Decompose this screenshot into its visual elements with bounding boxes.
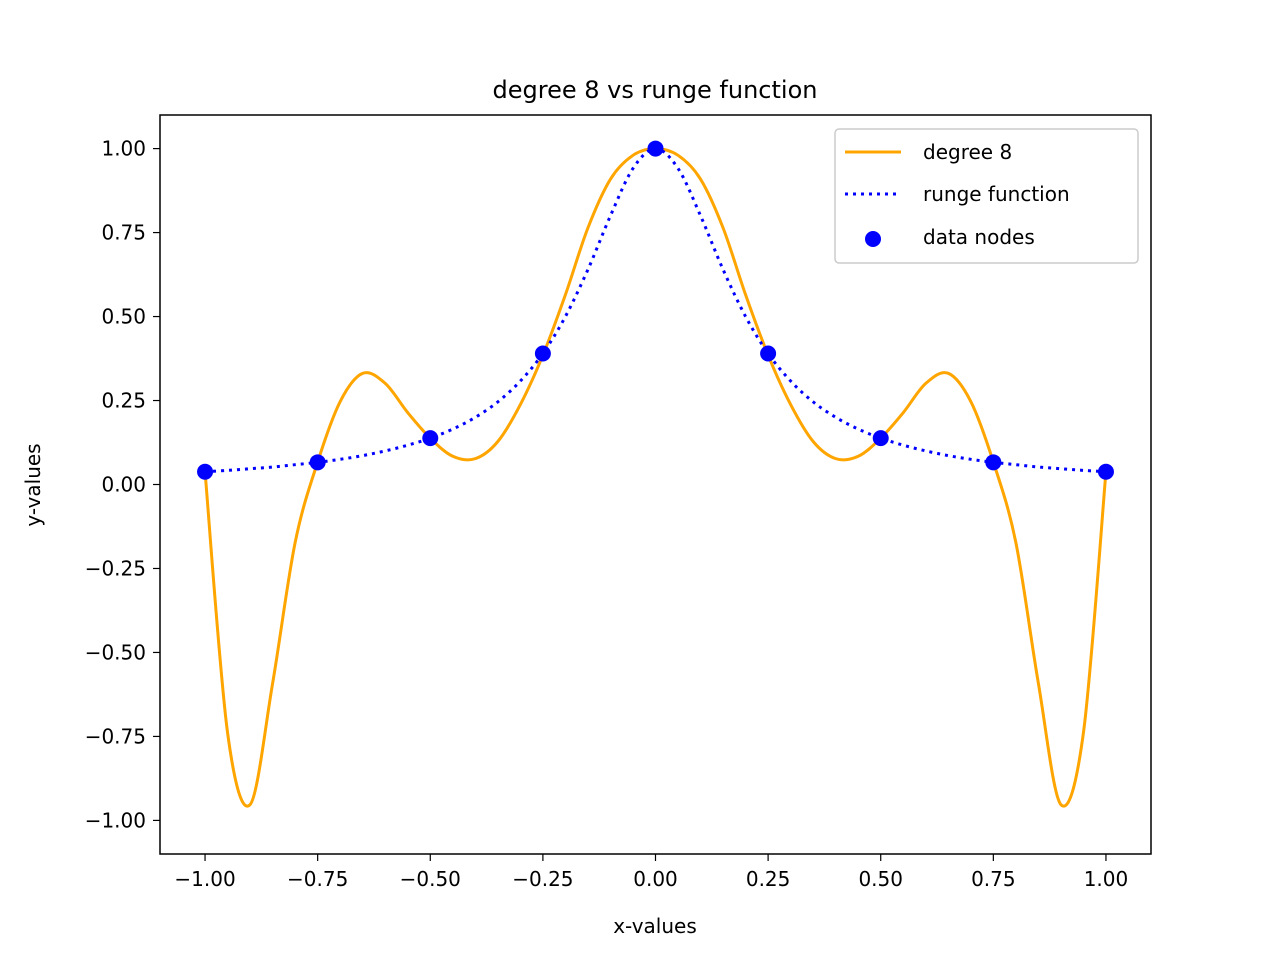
x-tick-label: −0.25 (512, 867, 573, 891)
data-node-point (422, 430, 439, 447)
data-node-point (309, 454, 326, 471)
x-tick-label: 1.00 (1084, 867, 1129, 891)
y-tick-label: 0.50 (101, 305, 146, 329)
y-tick-label: −0.50 (85, 640, 146, 664)
y-axis-label: y-values (21, 443, 45, 526)
y-tick-label: 0.00 (101, 473, 146, 497)
data-node-point (534, 345, 551, 362)
legend-label-3: data nodes (923, 225, 1035, 249)
data-node-point (647, 140, 664, 157)
legend-label-1: degree 8 (923, 140, 1012, 164)
data-node-point (985, 454, 1002, 471)
x-tick-label: 0.00 (633, 867, 678, 891)
y-tick-label: −1.00 (85, 808, 146, 832)
legend: degree 8 runge function data nodes (834, 128, 1139, 264)
legend-marker-data-nodes (865, 231, 881, 247)
y-tick-label: 0.75 (101, 221, 146, 245)
data-node-point (1097, 463, 1114, 480)
plot-area (197, 140, 1114, 808)
data-node-point (197, 463, 214, 480)
y-tick-label: −0.25 (85, 556, 146, 580)
y-tick-label: −0.75 (85, 724, 146, 748)
axis-ticks: −1.00 −0.75 −0.50 −0.25 0.00 0.25 0.50 0.75 1.00… (85, 137, 1129, 891)
y-tick-label: 0.25 (101, 389, 146, 413)
x-tick-label: −0.75 (287, 867, 348, 891)
y-tick-label: 1.00 (101, 137, 146, 161)
data-node-point (872, 430, 889, 447)
x-tick-label: −1.00 (174, 867, 235, 891)
chart-title: degree 8 vs runge function (493, 76, 818, 104)
axes-frame (159, 114, 1152, 855)
x-tick-label: −0.50 (400, 867, 461, 891)
data-node-point (760, 345, 777, 362)
x-tick-label: 0.75 (971, 867, 1016, 891)
legend-label-2: runge function (923, 182, 1070, 206)
x-axis-label: x-values (613, 914, 697, 938)
x-tick-label: 0.25 (746, 867, 791, 891)
x-tick-label: 0.50 (858, 867, 903, 891)
legend-box (834, 128, 1139, 264)
